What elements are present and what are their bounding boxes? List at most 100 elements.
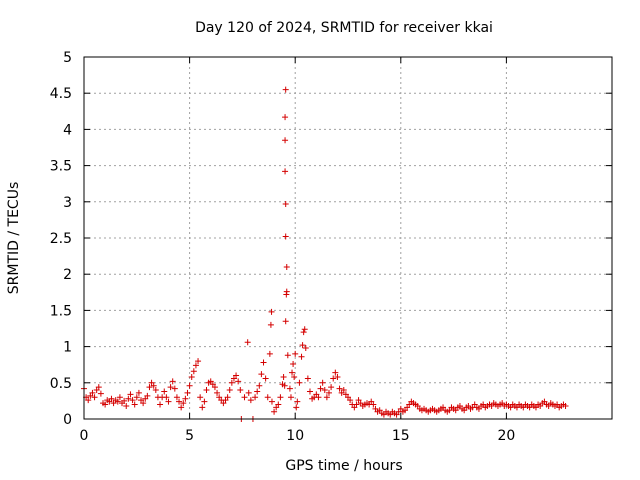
data-point (169, 378, 176, 385)
data-point (336, 385, 343, 392)
data-point (125, 395, 132, 402)
data-point (176, 398, 183, 405)
data-point (180, 400, 187, 407)
data-point (282, 200, 289, 207)
data-point (254, 388, 261, 395)
data-point (201, 398, 208, 405)
data-point (163, 394, 170, 401)
data-point (195, 358, 202, 365)
data-point (271, 408, 278, 415)
data-point (287, 394, 294, 401)
y-tick-label: 1 (63, 340, 72, 356)
data-point (319, 379, 326, 386)
data-point (262, 375, 269, 382)
y-tick-label: 0.5 (50, 376, 72, 392)
data-point (182, 395, 189, 402)
data-point (171, 385, 178, 392)
y-tick-label: 2.5 (50, 231, 72, 247)
data-point (135, 389, 142, 396)
data-point (370, 401, 377, 408)
y-tick-label: 5 (63, 50, 72, 66)
data-point (284, 352, 291, 359)
data-point (317, 385, 324, 392)
data-point (283, 288, 290, 295)
grid (84, 57, 612, 419)
data-point (102, 401, 109, 408)
y-tick-label: 3.5 (50, 159, 72, 175)
data-point (260, 359, 267, 366)
data-point (224, 394, 231, 401)
chart-title: Day 120 of 2024, SRMTID for receiver kka… (195, 20, 493, 36)
data-point (282, 114, 289, 121)
plot-frame (83, 56, 613, 420)
y-axis-label: SRMTID / TECUs (6, 182, 22, 295)
data-point (186, 382, 193, 389)
data-point (330, 375, 337, 382)
data-point (282, 168, 289, 175)
data-point (199, 404, 206, 411)
data-point (296, 379, 303, 386)
data-point (97, 390, 104, 397)
data-point (275, 401, 282, 408)
x-tick-label: 10 (286, 428, 304, 444)
data-point (300, 329, 307, 336)
y-tick-label: 4.5 (50, 86, 72, 102)
data-point (282, 137, 289, 144)
data-point (161, 388, 168, 395)
data-point (306, 388, 313, 395)
data-point (268, 398, 275, 405)
y-tick-label: 2 (63, 267, 72, 283)
data-point (192, 362, 199, 369)
data-point (129, 397, 136, 404)
data-point (268, 308, 275, 315)
data-point (289, 369, 296, 376)
data-point (214, 389, 221, 396)
data-point (114, 398, 121, 405)
data-point (256, 382, 263, 389)
data-point (237, 387, 244, 394)
data-point (226, 387, 233, 394)
data-point (286, 385, 293, 392)
data-point (264, 394, 271, 401)
data-point (140, 400, 147, 407)
data-point (299, 342, 306, 349)
data-point (562, 402, 569, 409)
data-point (282, 233, 289, 240)
data-point (167, 384, 174, 391)
data-point (334, 374, 341, 381)
data-point (281, 382, 288, 389)
data-point (150, 382, 157, 389)
data-point (85, 397, 92, 404)
y-tick-labels: 0 0.5 1 1.5 2 2.5 3 3.5 4 4.5 5 (50, 50, 72, 428)
data-point (340, 387, 347, 394)
data-point (252, 394, 259, 401)
data-point (258, 371, 265, 378)
data-points (81, 86, 569, 422)
data-point (293, 404, 300, 411)
y-tick-label: 4 (63, 122, 72, 138)
data-point (127, 391, 134, 398)
data-point (241, 394, 248, 401)
data-point (228, 379, 235, 386)
data-point (188, 374, 195, 381)
data-point (121, 397, 128, 404)
x-tick-label: 20 (497, 428, 515, 444)
data-point (323, 394, 330, 401)
data-point (347, 397, 354, 404)
data-point (332, 369, 339, 376)
data-point (282, 86, 289, 93)
x-axis-label: GPS time / hours (285, 458, 402, 474)
data-point (277, 394, 284, 401)
data-point (233, 372, 240, 379)
data-point (304, 375, 311, 382)
x-tick-label: 15 (392, 428, 410, 444)
y-tick-label: 0 (63, 412, 72, 428)
axis-ticks (83, 56, 612, 420)
data-point (165, 398, 172, 405)
data-point (353, 401, 360, 408)
x-tick-label: 0 (80, 428, 89, 444)
data-point (91, 394, 98, 401)
data-point (301, 326, 308, 333)
data-point (292, 350, 299, 357)
